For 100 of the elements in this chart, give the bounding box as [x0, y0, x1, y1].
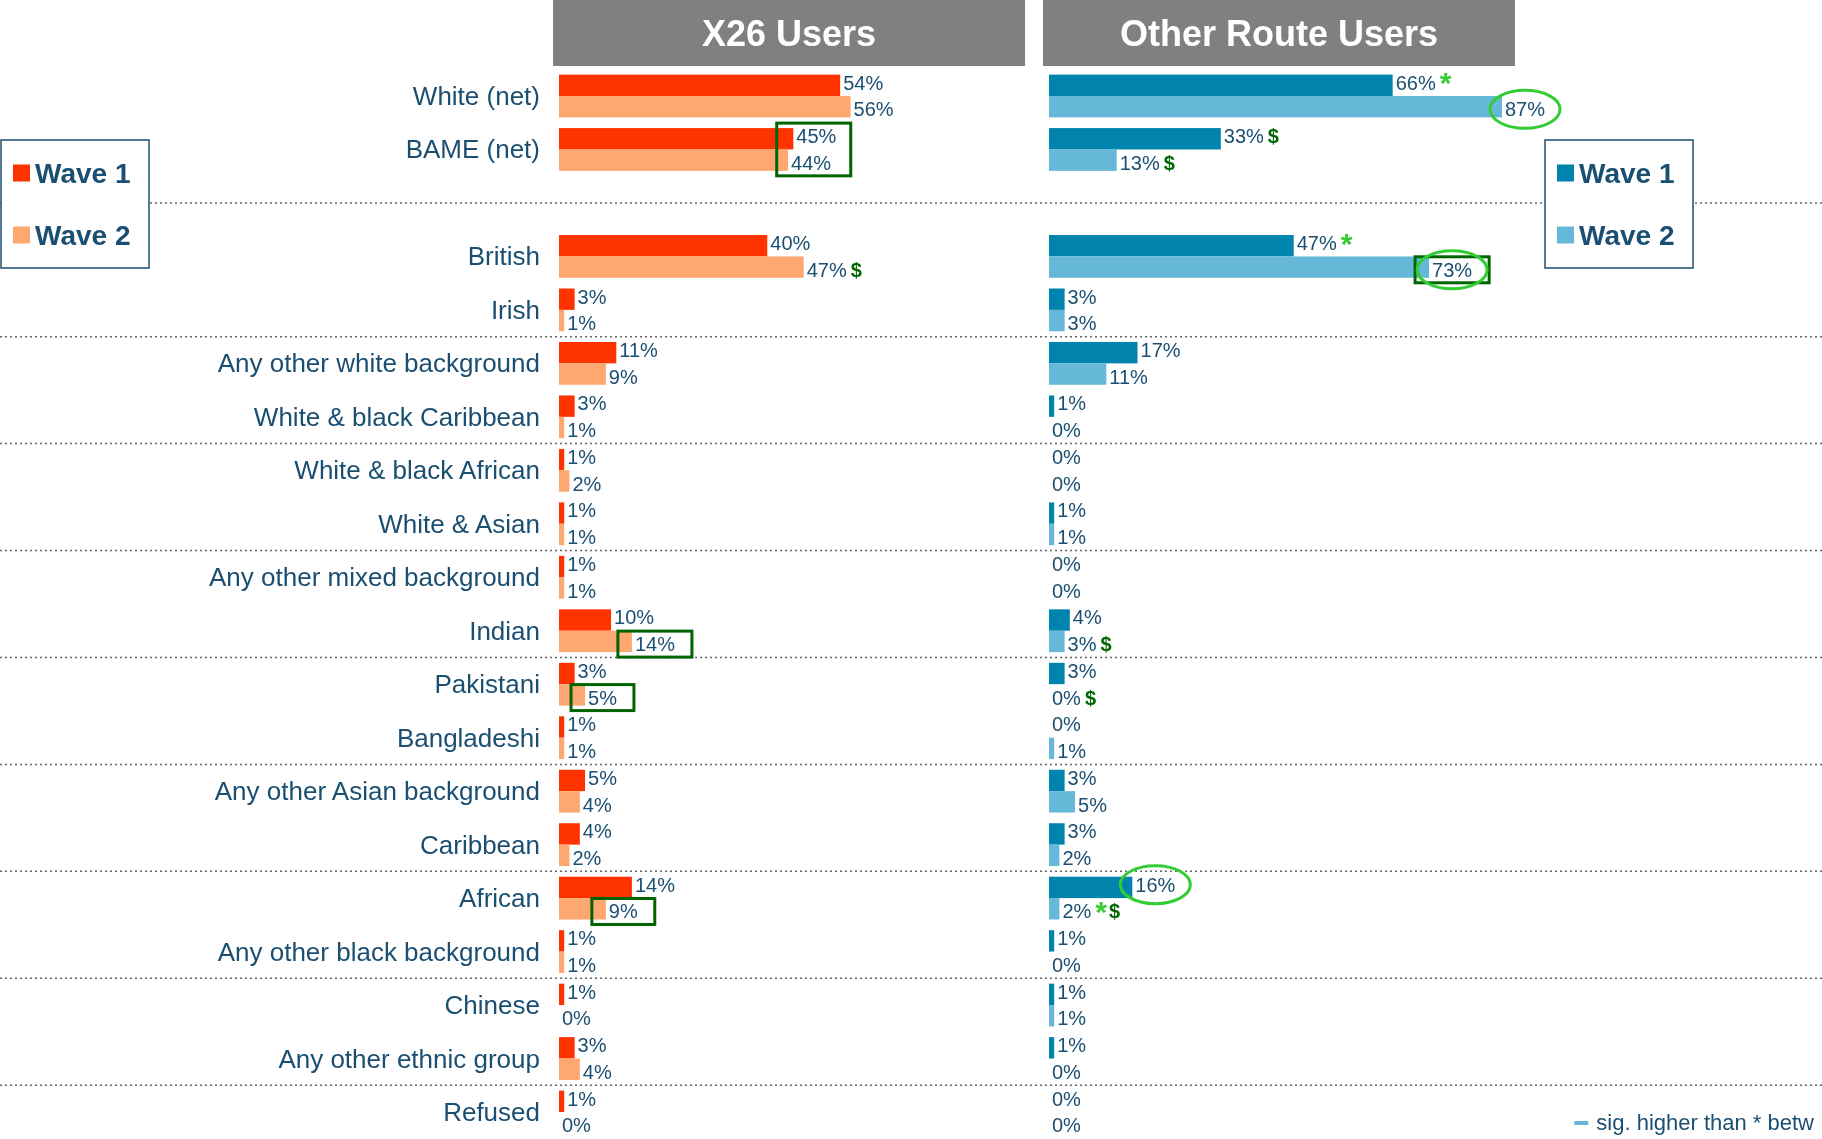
y-tick-label: Caribbean — [420, 829, 540, 860]
data-label: 1% — [567, 927, 597, 950]
bar — [559, 235, 768, 257]
bar — [1049, 823, 1065, 845]
bar — [559, 470, 570, 492]
y-tick-label: Pakistani — [434, 669, 540, 700]
data-label: 1% — [567, 312, 597, 335]
data-label: 9% — [608, 900, 638, 923]
bar — [1049, 876, 1133, 899]
annotation: $ — [1108, 900, 1121, 923]
bar — [1049, 983, 1055, 1006]
bar — [1049, 844, 1060, 867]
data-label: 2% — [1062, 900, 1092, 923]
data-label: 0% — [1052, 686, 1082, 709]
annotation: * — [1340, 226, 1353, 260]
data-label: 17% — [1140, 339, 1181, 361]
data-label: 1% — [567, 953, 597, 976]
data-label: 3% — [577, 392, 607, 415]
data-label: 56% — [853, 98, 894, 121]
y-tick-label: Any other mixed background — [209, 562, 540, 593]
data-label: 4% — [582, 820, 612, 843]
bar — [559, 288, 575, 310]
bar — [559, 609, 612, 631]
bar — [559, 363, 606, 385]
data-label: 3% — [1067, 633, 1097, 656]
data-label: 0% — [1052, 445, 1082, 468]
bar — [1049, 256, 1430, 278]
data-label: 5% — [588, 766, 618, 789]
data-label: 0% — [562, 1114, 592, 1137]
data-label: 3% — [577, 659, 607, 682]
bar — [1049, 235, 1294, 257]
bar — [559, 951, 565, 973]
data-label: 3% — [577, 1034, 607, 1057]
bar — [559, 1090, 565, 1112]
y-tick-label: Any other ethnic group — [278, 1043, 540, 1074]
bar — [559, 341, 617, 364]
data-label: 1% — [1057, 1007, 1087, 1030]
bar — [1049, 1037, 1055, 1059]
bar — [1049, 609, 1070, 631]
data-label: 11% — [619, 339, 659, 361]
bar — [1049, 930, 1055, 952]
data-label: 3% — [1067, 285, 1097, 308]
text: sig. higher than * betw — [1596, 1110, 1815, 1135]
data-label: 1% — [1057, 526, 1087, 549]
data-label: 73% — [1432, 258, 1473, 281]
chart-title: X26 Users — [701, 12, 877, 54]
bar — [1049, 662, 1065, 685]
bar — [1049, 74, 1393, 96]
data-label: 0% — [1052, 1087, 1082, 1110]
y-tick-label: White & Asian — [378, 508, 540, 539]
bar — [1049, 128, 1221, 150]
bar — [559, 256, 804, 278]
data-label: 45% — [796, 125, 837, 148]
annotation: $ — [850, 258, 862, 281]
data-label: 4% — [582, 1060, 612, 1083]
data-label: 14% — [634, 873, 676, 896]
bar — [559, 791, 580, 813]
bar — [559, 823, 580, 845]
data-label: 5% — [588, 686, 618, 709]
data-label: 3% — [1067, 659, 1097, 682]
data-label: 2% — [1062, 847, 1092, 869]
legend-label: Wave 1 — [1579, 157, 1675, 189]
y-tick-label: Bangladeshi — [396, 722, 540, 753]
bar — [1049, 737, 1055, 760]
data-label: 1% — [1057, 927, 1087, 950]
data-label: 1% — [567, 499, 597, 522]
annotation: $ — [1163, 151, 1175, 174]
data-label: 0% — [562, 1007, 592, 1030]
data-label: 1% — [567, 419, 597, 442]
bar — [1049, 341, 1138, 364]
bar — [1049, 898, 1060, 920]
y-tick-label: Refused — [443, 1097, 540, 1127]
legend-label: Wave 1 — [35, 157, 131, 189]
bar — [559, 876, 632, 899]
data-label: 3% — [1067, 312, 1097, 335]
legend-label: Wave 2 — [1579, 219, 1675, 251]
data-label: 54% — [843, 71, 884, 94]
annotation: $ — [1084, 686, 1097, 709]
bar — [1049, 395, 1055, 417]
bar — [559, 416, 565, 439]
data-label: 16% — [1135, 873, 1176, 896]
data-label: 1% — [567, 1087, 597, 1110]
data-label: 40% — [770, 232, 811, 255]
annotation: $ — [1100, 633, 1112, 656]
bar — [559, 1058, 580, 1080]
bar — [1049, 791, 1076, 813]
data-label: 0% — [1052, 1060, 1082, 1083]
legend-label: Wave 2 — [35, 219, 131, 251]
data-label: 0% — [1052, 1114, 1082, 1137]
data-label: 1% — [567, 980, 597, 1003]
data-label: 44% — [791, 151, 832, 174]
annotation: * — [1439, 66, 1452, 100]
bar — [1049, 149, 1117, 171]
data-label: 3% — [1067, 820, 1097, 843]
annotation: * — [1095, 894, 1108, 928]
bar — [1049, 769, 1065, 792]
bar — [559, 309, 565, 332]
bar — [559, 930, 565, 952]
bar — [559, 149, 789, 171]
data-label: 47% — [1296, 232, 1337, 255]
